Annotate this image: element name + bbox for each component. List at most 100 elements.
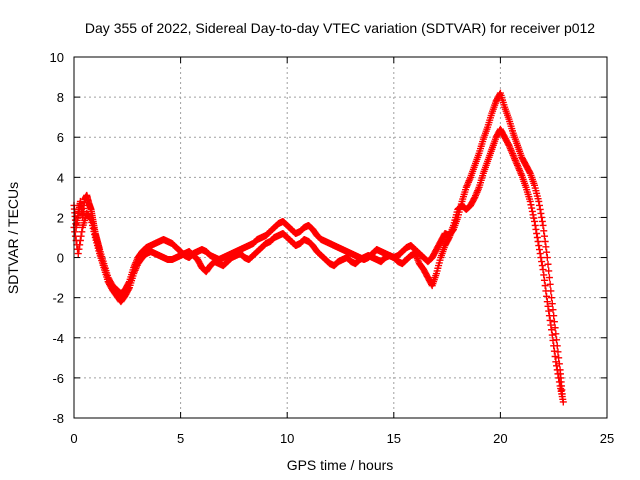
series-points [70, 89, 567, 406]
data-point [533, 229, 541, 237]
x-tick-label: 5 [177, 431, 184, 446]
data-point [553, 366, 561, 374]
data-point [76, 241, 84, 249]
data-point [551, 352, 559, 360]
data-point [541, 282, 549, 290]
y-tick-label: 2 [57, 210, 64, 225]
data-point [71, 228, 79, 236]
data-point [530, 214, 538, 222]
data-point [537, 254, 545, 262]
data-point [545, 312, 553, 320]
data-point [548, 300, 556, 308]
data-point [538, 217, 546, 225]
data-point [538, 258, 546, 266]
data-point [540, 227, 548, 235]
x-tick-label: 10 [280, 431, 294, 446]
data-point [538, 213, 546, 221]
data-point [527, 201, 535, 209]
data-point [529, 211, 537, 219]
data-point [543, 298, 551, 306]
data-point [545, 307, 553, 315]
data-point [531, 217, 539, 225]
data-point [550, 347, 558, 355]
data-point [540, 271, 548, 279]
data-point [546, 316, 554, 324]
data-point [543, 292, 551, 300]
data-point [125, 285, 133, 293]
y-tick-label: -2 [52, 291, 64, 306]
data-point [548, 326, 556, 334]
y-tick-label: -6 [52, 371, 64, 386]
data-point [532, 225, 540, 233]
y-tick-label: -4 [52, 331, 64, 346]
data-point [542, 243, 550, 251]
data-point [559, 398, 567, 406]
x-tick-label: 20 [493, 431, 507, 446]
data-point [76, 237, 84, 245]
data-point [538, 262, 546, 270]
data-point [546, 280, 554, 288]
data-point [535, 246, 543, 254]
data-point [554, 370, 562, 378]
data-point [75, 245, 83, 253]
data-point [539, 221, 547, 229]
data-point [550, 342, 558, 350]
data-point [536, 205, 544, 213]
x-axis-label: GPS time / hours [287, 457, 394, 473]
data-point [78, 228, 86, 236]
data-point [540, 232, 548, 240]
chart-title: Day 355 of 2022, Sidereal Day-to-day VTE… [85, 20, 595, 36]
data-point [548, 331, 556, 339]
y-tick-label: 0 [57, 251, 64, 266]
data-point [534, 238, 542, 246]
y-tick-label: 10 [50, 50, 64, 65]
data-point [535, 197, 543, 205]
grid [74, 57, 607, 418]
y-tick-label: 4 [57, 170, 64, 185]
data-point [547, 321, 555, 329]
data-point [552, 330, 560, 338]
plot-frame [73, 56, 608, 419]
data-point [544, 260, 552, 268]
y-tick-label: -8 [52, 411, 64, 426]
data-point [74, 250, 82, 258]
data-point [543, 248, 551, 256]
y-tick-label: 8 [57, 90, 64, 105]
y-tick-label: 6 [57, 130, 64, 145]
data-point [555, 374, 563, 382]
data-point [445, 235, 453, 243]
data-point [549, 336, 557, 344]
data-point [535, 201, 543, 209]
x-tick-label: 25 [600, 431, 614, 446]
x-tick-label: 15 [387, 431, 401, 446]
data-point [544, 302, 552, 310]
data-point [86, 214, 94, 222]
data-point [526, 197, 534, 205]
data-point [551, 324, 559, 332]
data-point [545, 274, 553, 282]
y-axis-label: SDTVAR / TECUs [5, 182, 21, 294]
data-point [555, 378, 563, 386]
data-point [542, 287, 550, 295]
data-point [531, 221, 539, 229]
data-point [553, 362, 561, 370]
x-tick-label: 0 [70, 431, 77, 446]
data-point [537, 209, 545, 217]
data-point [528, 207, 536, 215]
data-point [550, 318, 558, 326]
data-point [555, 354, 563, 362]
data-point [540, 276, 548, 284]
data-point [526, 168, 534, 176]
data-point [539, 266, 547, 274]
data-point [528, 204, 536, 212]
data-point [541, 238, 549, 246]
data-point [533, 234, 541, 241]
data-point [545, 267, 553, 275]
data-point [552, 358, 560, 366]
data-point [543, 254, 551, 262]
data-point [549, 306, 557, 314]
data-point [548, 294, 556, 302]
data-point [535, 242, 543, 250]
data-point [536, 250, 544, 258]
